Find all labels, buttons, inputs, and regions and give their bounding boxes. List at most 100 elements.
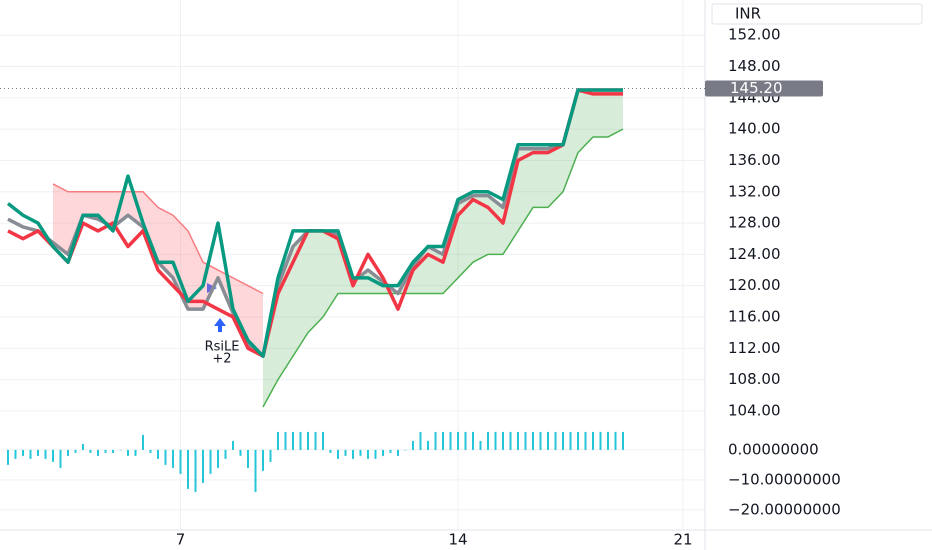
histogram-bar [577,431,580,450]
histogram-bar [239,449,242,456]
histogram-bar [14,449,17,459]
y-tick-label: 140.00 [728,120,781,138]
y-tick-label: 116.00 [728,307,781,325]
histogram-bar [44,449,47,459]
histogram-bar [329,449,332,453]
histogram-bar [509,431,512,450]
histogram-bar [277,431,280,450]
histogram-bar [232,440,235,450]
histogram-bar [67,449,70,456]
histogram-bar [112,449,115,453]
histogram-bar [359,449,362,456]
histogram-bar [157,449,160,459]
histogram-bar [97,449,100,456]
histogram-bar [142,434,145,450]
histogram-bar [434,431,437,450]
price-line [6,88,623,358]
y-tick-label: 120.00 [728,276,781,294]
histogram-bar [74,449,77,453]
histogram-bar [202,449,205,483]
histogram-bar [82,443,85,450]
histogram-bar [172,449,175,468]
histogram-bar [367,449,370,459]
histogram-bar [554,431,557,450]
x-tick-label: 21 [673,531,692,549]
histogram-bar [269,449,272,462]
histogram-bar [374,449,377,459]
histogram-bar [479,440,482,450]
y-tick-label: 0.00000000 [728,440,819,458]
histogram-bar [307,431,310,450]
x-tick-label: 14 [448,531,467,549]
histogram-bar [524,431,527,450]
histogram-bar [412,440,415,450]
y-tick-label: 148.00 [728,57,781,75]
histogram-bar [284,431,287,450]
band-fill [53,183,264,357]
histogram-bar [464,431,467,450]
histogram-bar [442,431,445,450]
histogram-bar [472,431,475,450]
signal-arrow [214,318,226,332]
histogram-bar [322,431,325,450]
last-price-label: 145.20 [730,79,783,97]
last-price-box [705,80,823,97]
histogram-bar [127,449,130,456]
histogram-bar [37,449,40,456]
histogram-bar [89,449,92,453]
histogram-bar [337,449,340,459]
y-tick-label: 112.00 [728,339,781,357]
histogram-bar [352,449,355,459]
y-tick-label: 132.00 [728,182,781,200]
y-tick-label: −20.00000000 [728,500,841,518]
histogram-bar [194,449,197,492]
histogram-bar [569,431,572,450]
histogram-bar [599,431,602,450]
histogram-bar [532,431,535,450]
histogram-bar [562,431,565,450]
histogram-bar [487,431,490,450]
histogram-bar [29,449,32,459]
histogram-bar [517,431,520,450]
histogram-bar [547,431,550,450]
histogram-bar [614,431,617,450]
histogram-bar [344,449,347,456]
histogram-bar [314,431,317,450]
histogram-bar [292,431,295,450]
annotation: RsiLE [205,340,240,355]
y-tick-label: 108.00 [728,370,781,388]
band-fill [263,90,624,407]
histogram-bar [449,431,452,450]
histogram-bar [389,449,392,453]
y-tick-label: 104.00 [728,401,781,419]
histogram-bar [254,449,257,492]
currency-box[interactable] [711,3,923,25]
histogram-bar [52,449,55,462]
y-tick-label: 152.00 [728,26,781,44]
histogram-bar [299,431,302,450]
histogram-bar [7,449,10,465]
histogram-bar [119,449,122,451]
histogram-bar [262,449,265,471]
histogram-bar [104,449,107,453]
y-tick-label: 124.00 [728,245,781,263]
y-tick-label: −10.00000000 [728,470,841,488]
histogram-bar [397,449,400,456]
histogram-bar [457,431,460,450]
histogram-bar [502,431,505,450]
histogram-bar [164,449,167,465]
currency: INR [735,5,761,23]
x-tick-label: 7 [176,531,186,549]
histogram-bar [179,449,182,474]
histogram-bar [427,440,430,450]
histogram-bar [404,449,407,451]
histogram-bar [539,431,542,450]
y-tick-label: 128.00 [728,214,781,232]
y-tick-label: 136.00 [728,151,781,169]
histogram-bar [224,449,227,459]
histogram-bar [247,449,250,468]
histogram-bar [134,449,137,456]
histogram-bar [622,431,625,450]
histogram-bar [592,431,595,450]
histogram-bar [419,431,422,450]
